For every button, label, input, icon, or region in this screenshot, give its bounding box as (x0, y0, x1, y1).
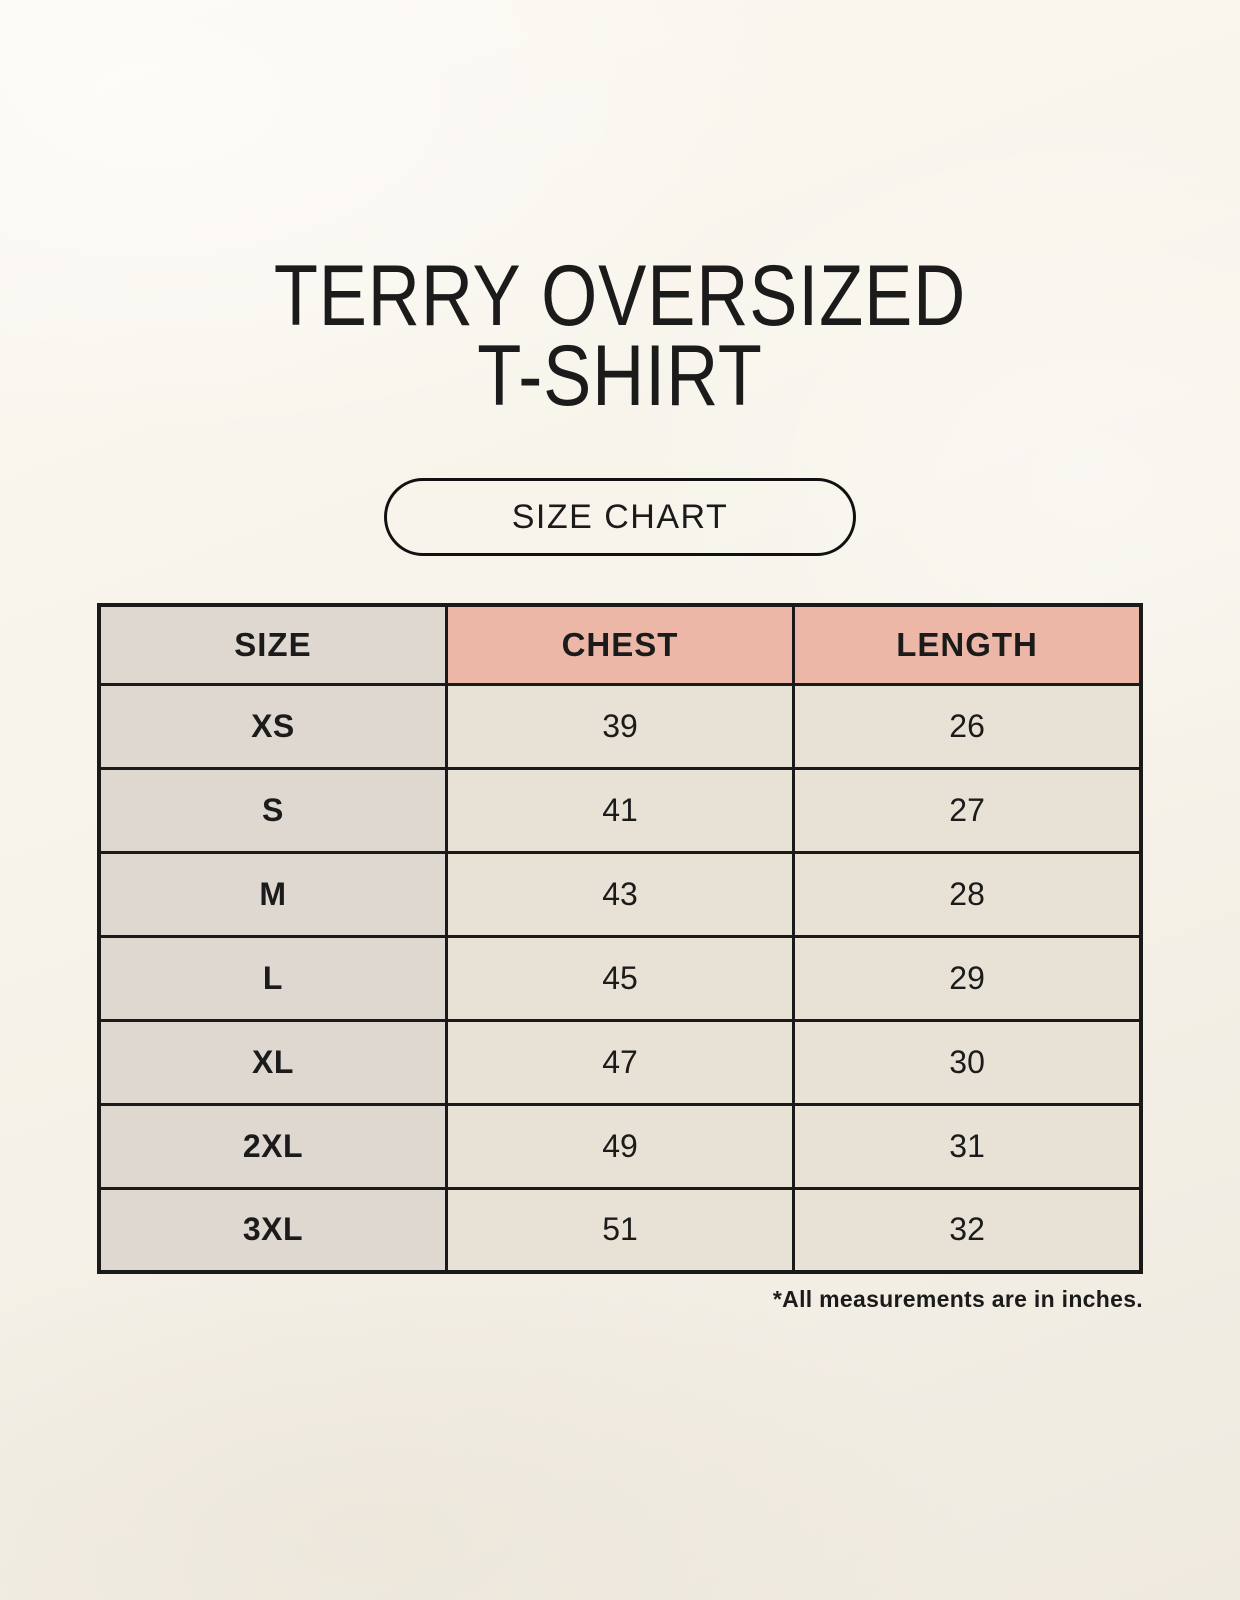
size-cell: M (97, 850, 448, 938)
table-row: M 43 28 (97, 850, 1143, 938)
size-cell: S (97, 766, 448, 854)
length-cell: 32 (792, 1186, 1143, 1274)
header-row: SIZE CHEST LENGTH (97, 603, 1143, 686)
column-header-length: LENGTH (792, 603, 1143, 686)
size-chart-table-body: XS 39 26 S 41 27 M 43 28 L 45 29 XL 47 30 2XL 49 31 3XL 51 3… (97, 682, 1143, 1274)
chest-cell: 45 (444, 934, 796, 1022)
table-row: S 41 27 (97, 766, 1143, 854)
size-cell: XS (97, 682, 448, 770)
column-header-size: SIZE (97, 603, 448, 686)
table-row: XL 47 30 (97, 1018, 1143, 1106)
chest-cell: 43 (444, 850, 796, 938)
length-cell: 30 (792, 1018, 1143, 1106)
length-cell: 28 (792, 850, 1143, 938)
chest-cell: 39 (444, 682, 796, 770)
length-cell: 31 (792, 1102, 1143, 1190)
length-cell: 26 (792, 682, 1143, 770)
page-title-line2: T-SHIRT (477, 328, 763, 424)
length-cell: 27 (792, 766, 1143, 854)
size-chart-badge[interactable]: SIZE CHART (384, 478, 856, 556)
chest-cell: 51 (444, 1186, 796, 1274)
size-cell: 3XL (97, 1186, 448, 1274)
table-row: XS 39 26 (97, 682, 1143, 770)
table-row: L 45 29 (97, 934, 1143, 1022)
chest-cell: 49 (444, 1102, 796, 1190)
size-chart-table-head: SIZE CHEST LENGTH (97, 603, 1143, 686)
measurements-footnote: *All measurements are in inches. (772, 1286, 1143, 1312)
size-cell: L (97, 934, 448, 1022)
chest-cell: 41 (444, 766, 796, 854)
size-cell: 2XL (97, 1102, 448, 1190)
length-cell: 29 (792, 934, 1143, 1022)
size-cell: XL (97, 1018, 448, 1106)
page-title-line1: TERRY OVERSIZED (273, 248, 967, 344)
table-row: 3XL 51 32 (97, 1186, 1143, 1274)
size-chart-table: SIZE CHEST LENGTH XS 39 26 S 41 27 M 43 28 L 45 29 XL 4… (97, 603, 1143, 1274)
table-row: 2XL 49 31 (97, 1102, 1143, 1190)
page-title: TERRY OVERSIZED T-SHIRT (99, 0, 1141, 424)
size-chart-badge-label: SIZE CHART (511, 497, 729, 536)
column-header-chest: CHEST (444, 603, 796, 686)
chest-cell: 47 (444, 1018, 796, 1106)
